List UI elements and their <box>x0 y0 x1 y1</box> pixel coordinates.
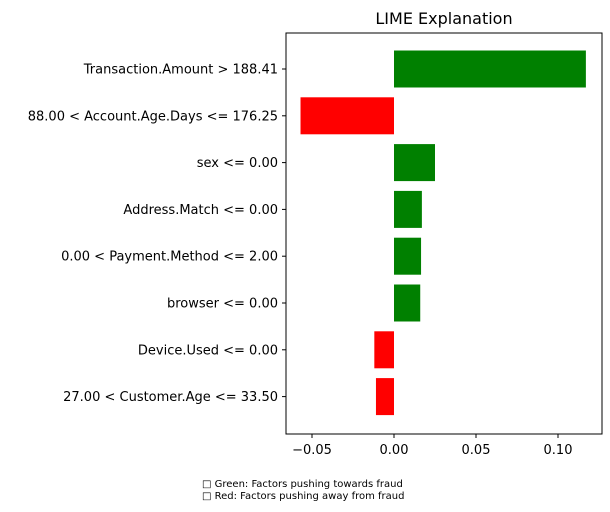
y-tick-label-3: Address.Match <= 0.00 <box>123 203 278 218</box>
caption-line-red: □ Red: Factors pushing away from fraud <box>202 491 405 502</box>
bar-0 <box>394 50 586 88</box>
y-tick-label-6: Device.Used <= 0.00 <box>138 343 278 358</box>
bar-7 <box>375 378 394 416</box>
plot-frame <box>285 32 603 435</box>
y-tick-label-0: Transaction.Amount > 188.41 <box>83 63 278 78</box>
x-tick-label-1: 0.00 <box>380 443 409 458</box>
chart-title: LIME Explanation <box>375 9 512 28</box>
y-tick-label-4: 0.00 < Payment.Method <= 2.00 <box>61 250 278 265</box>
x-tick-label-3: 0.10 <box>544 443 573 458</box>
y-tick-label-7: 27.00 < Customer.Age <= 33.50 <box>63 390 278 405</box>
lime-chart: LIME Explanation Transaction.Amount > 18… <box>28 9 603 458</box>
legend-caption: □ Green: Factors pushing towards fraud □… <box>202 479 404 503</box>
bar-3 <box>394 190 422 228</box>
y-tick-label-1: 88.00 < Account.Age.Days <= 176.25 <box>28 109 278 124</box>
caption-line-green: □ Green: Factors pushing towards fraud <box>202 479 403 490</box>
bar-2 <box>394 144 435 182</box>
bar-1 <box>300 97 394 135</box>
x-tick-label-0: −0.05 <box>292 443 332 458</box>
y-tick-label-2: sex <= 0.00 <box>197 156 278 171</box>
bar-6 <box>374 331 394 369</box>
y-tick-label-5: browser <= 0.00 <box>167 297 278 312</box>
bar-4 <box>394 237 422 275</box>
x-tick-label-2: 0.05 <box>462 443 491 458</box>
bar-5 <box>394 284 421 322</box>
